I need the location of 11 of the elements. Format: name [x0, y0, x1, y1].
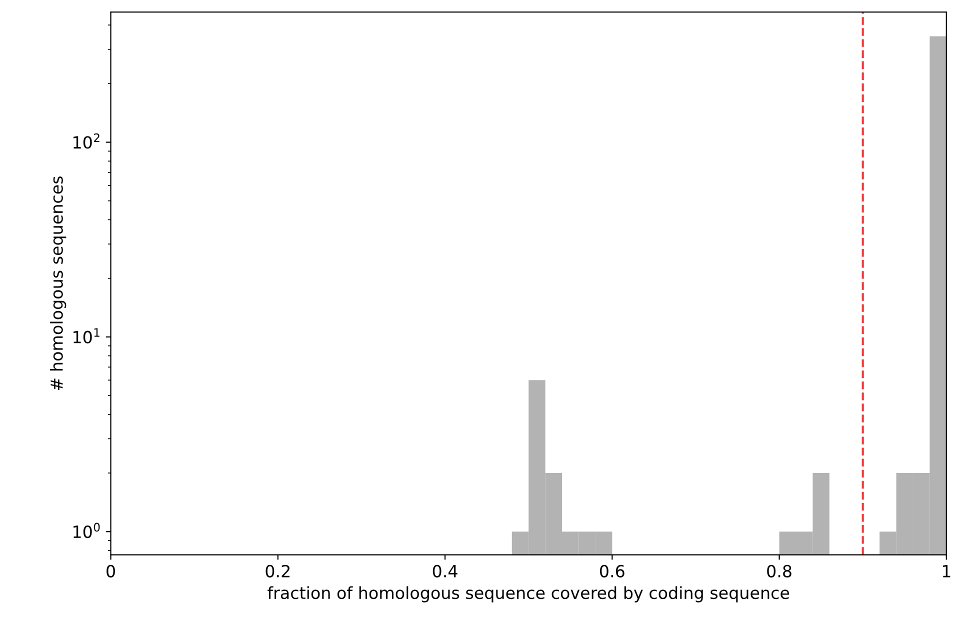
- x-tick-label: 0.4: [432, 564, 458, 578]
- x-tick-label: 1: [942, 565, 950, 578]
- x-axis-title: fraction of homologous sequence covered by coding sequence: [268, 586, 790, 602]
- x-tick-label: 0.6: [600, 564, 624, 578]
- x-tick-label: 0: [106, 564, 115, 578]
- x-tick-label: 0.8: [767, 564, 792, 578]
- y-tick-label: 10$^{1}$: [74, 328, 100, 344]
- y-axis-title: # homologous sequences: [50, 176, 66, 390]
- y-tick-label: 10$^{2}$: [74, 133, 100, 149]
- x-tick-label: 0.2: [266, 564, 290, 578]
- y-tick-label: 10$^{0}$: [74, 522, 100, 538]
